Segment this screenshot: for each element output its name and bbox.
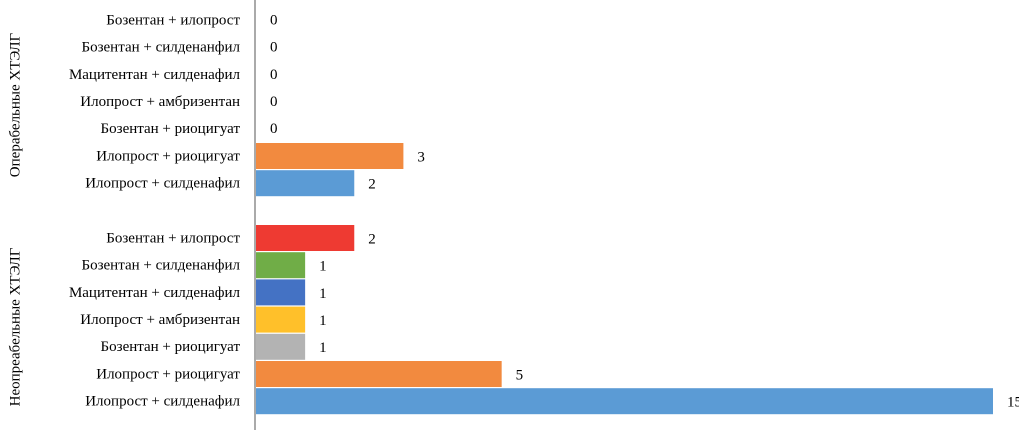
category-label: Мацитентан + силденафил [69, 285, 241, 301]
bar [256, 143, 404, 169]
category-label: Илопрост + силденафил [85, 176, 240, 192]
value-label: 0 [270, 121, 278, 137]
category-label: Бозентан + силденанфил [81, 258, 240, 274]
value-label: 1 [319, 286, 327, 302]
bar [256, 306, 306, 333]
value-label: 15 [1007, 395, 1019, 411]
value-label: 1 [319, 259, 327, 275]
value-label: 1 [319, 340, 327, 356]
bar [256, 170, 355, 197]
value-label: 2 [368, 177, 376, 193]
category-label: Бозентан + риоцигуат [101, 339, 241, 355]
value-label: 5 [516, 367, 524, 383]
category-label: Мацитентан + силденафил [69, 67, 241, 83]
bar [256, 333, 306, 360]
group-label: Неопреабельные ХТЭЛГ [7, 247, 23, 406]
value-label: 0 [270, 40, 278, 56]
value-label: 0 [270, 12, 278, 28]
bar [256, 225, 355, 251]
category-label: Бозентан + илопрост [106, 230, 240, 246]
value-label: 3 [417, 149, 425, 165]
bar [256, 279, 306, 306]
category-label: Бозентан + илопрост [106, 12, 240, 28]
bar [256, 388, 993, 415]
category-label: Бозентан + риоцигуат [101, 121, 241, 137]
value-label: 2 [368, 231, 376, 247]
group-label: Операбельные ХТЭЛГ [7, 32, 23, 177]
bar [256, 252, 306, 279]
category-label: Илопрост + риоцигуат [96, 366, 240, 382]
category-label: Илопрост + амбризентан [80, 94, 240, 110]
value-label: 0 [270, 94, 278, 110]
bar [256, 361, 502, 387]
category-label: Бозентан + силденанфил [81, 40, 240, 56]
category-label: Илопрост + силденафил [85, 394, 240, 410]
category-label: Илопрост + риоцигуат [96, 148, 240, 164]
category-label: Илопрост + амбризентан [80, 312, 240, 328]
value-label: 0 [270, 67, 278, 83]
value-label: 1 [319, 313, 327, 329]
